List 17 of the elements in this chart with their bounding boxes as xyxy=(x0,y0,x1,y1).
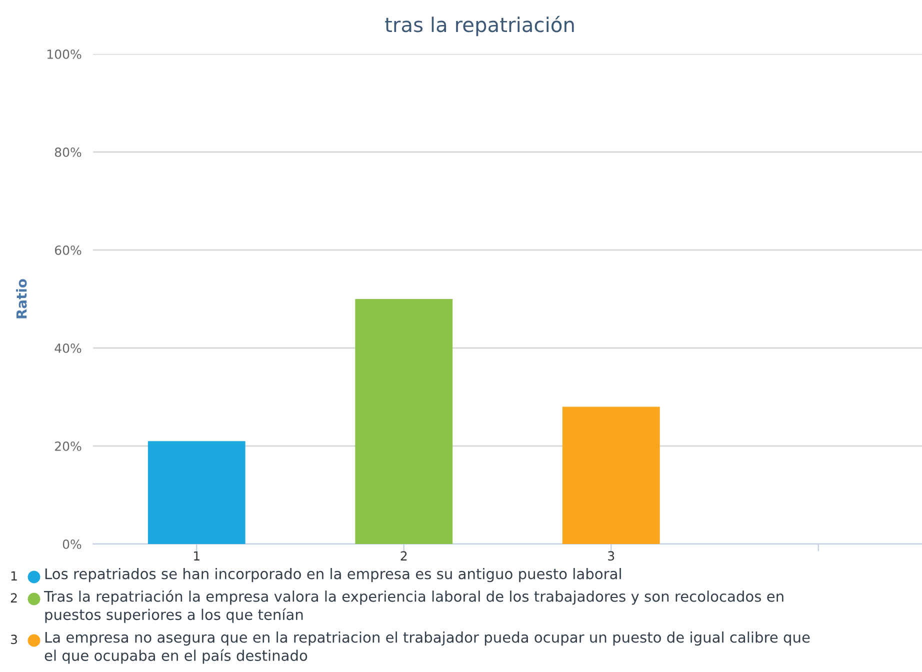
x-tick-label: 3 xyxy=(608,551,614,561)
y-tick-label: 80% xyxy=(54,147,82,157)
chart-title: tras la repatriación xyxy=(385,16,574,36)
category-label: 1 xyxy=(11,571,17,580)
x-tick-label: 1 xyxy=(194,551,200,560)
category-label: 2 xyxy=(10,593,17,602)
y-tick-label: 0% xyxy=(62,539,82,549)
y-tick-label: 100% xyxy=(48,49,82,59)
y-tick-label: 60% xyxy=(54,245,82,255)
y-tick-label: 20% xyxy=(55,441,82,451)
legend-label: La empresa no asegura que en la repatriacion el trabajador pueda ocupar un puesto de igual calibre que el que ocupaba en el país destinado xyxy=(44,632,810,664)
x-tick-label: 2 xyxy=(400,551,407,560)
y-tick-label: 40% xyxy=(54,343,82,353)
legend-label: Tras la repatriación la empresa valora la experiencia laboral de los trabajadores y son recolocados en puestos superiores a los que tenían xyxy=(44,590,784,623)
legend-label: Los repatriados se han incorporado en la empresa es su antiguo puesto laboral xyxy=(45,568,621,582)
y-axis-title: Ratio xyxy=(16,279,27,318)
category-label: 3 xyxy=(10,634,17,644)
